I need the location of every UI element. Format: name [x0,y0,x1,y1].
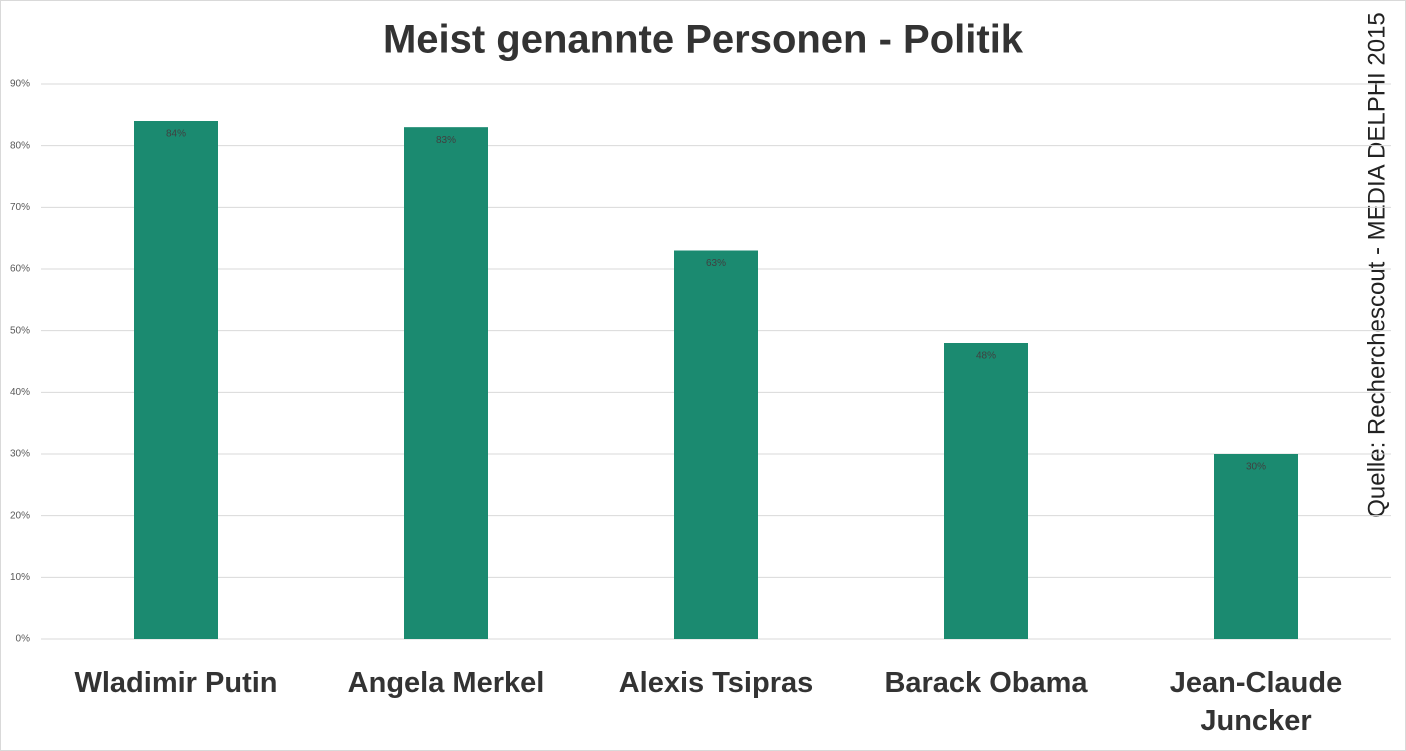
x-tick-label: Angela Merkel [347,667,545,699]
x-tick-label: Alexis Tsipras [618,667,814,699]
y-tick-label: 10% [10,572,30,583]
x-tick-label: Jean-Claude Juncker [1169,667,1343,737]
value-label: 30% [1246,462,1266,473]
value-label: 83% [436,135,456,146]
x-tick-label: Wladimir Putin [74,667,278,699]
bar [674,250,758,639]
y-tick-label: 90% [10,79,30,90]
source-note: Quelle: Recherchescout - MEDIA DELPHI 20… [1363,12,1390,518]
value-label: 63% [706,258,726,269]
y-tick-label: 60% [10,264,30,275]
bar [944,343,1028,639]
bar [404,127,488,640]
y-tick-label: 40% [10,387,30,398]
chart-title: Meist genannte Personen - Politik [383,18,1024,62]
y-tick-label: 80% [10,140,30,151]
y-tick-label: 70% [10,202,30,213]
y-tick-label: 20% [10,510,30,521]
y-tick-label: 0% [16,634,31,645]
y-tick-label: 50% [10,325,30,336]
value-label: 84% [166,129,186,140]
x-tick-label: Barack Obama [884,667,1088,699]
y-tick-label: 30% [10,449,30,460]
value-label: 48% [976,351,996,362]
bar [1214,454,1298,639]
bar [134,121,218,639]
